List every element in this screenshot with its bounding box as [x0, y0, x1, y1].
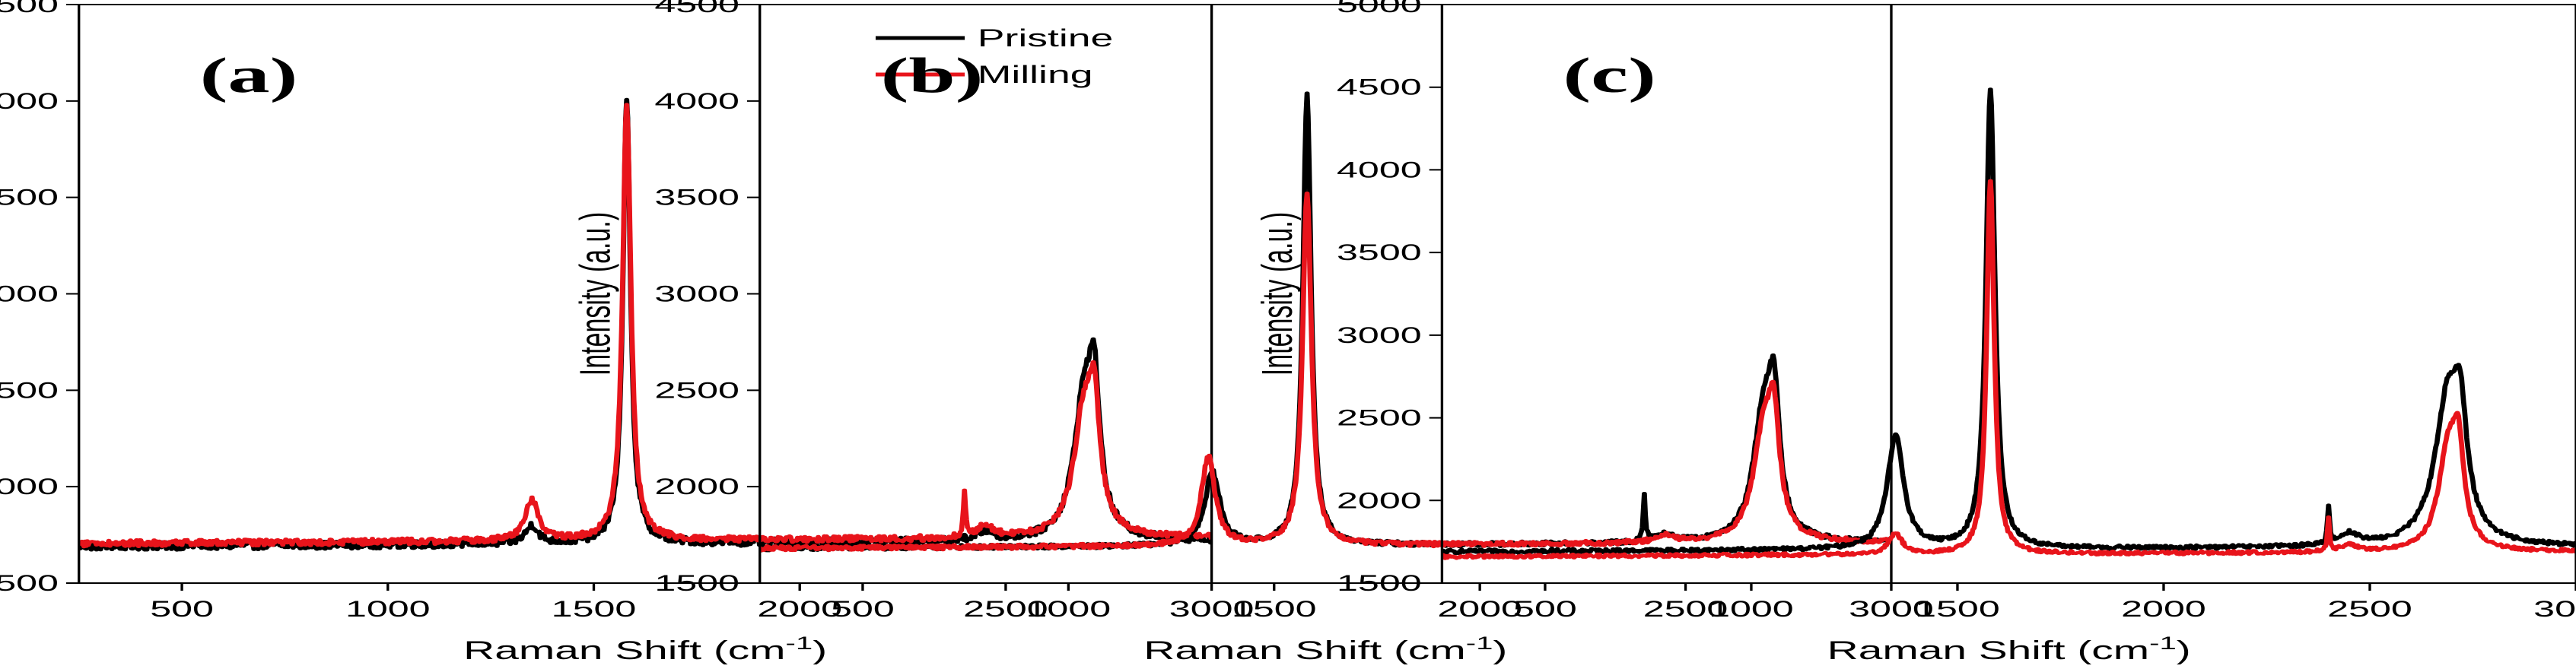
x-axis-title-sup: -1 [2149, 633, 2177, 654]
y-tick-label: 1500 [654, 570, 739, 595]
x-tick-label: 500 [150, 596, 214, 621]
panel-label: (a) [200, 47, 298, 103]
y-tick-label: 3000 [1337, 322, 1422, 347]
x-tick-label: 2000 [757, 596, 842, 621]
series-line-milling [759, 192, 1891, 553]
y-axis-title: Intensity (a.u.) [571, 212, 619, 376]
series-line-pristine [78, 97, 1212, 552]
x-axis-title: Raman Shift (cm-1) [463, 633, 827, 665]
y-tick-label: 5000 [1337, 0, 1422, 17]
x-axis-title-sup: -1 [786, 633, 813, 654]
y-tick-label: 2500 [0, 377, 59, 402]
y-tick-label: 3000 [0, 281, 59, 306]
y-tick-label: 3500 [1337, 239, 1422, 265]
x-tick-label: 1500 [1232, 596, 1317, 621]
y-tick-label: 1500 [1337, 570, 1422, 595]
y-tick-label: 3500 [0, 185, 59, 210]
x-axis-title-end: ) [813, 636, 827, 665]
y-tick-label: 3000 [654, 281, 739, 306]
series-line-milling [1442, 179, 2576, 560]
y-tick-label: 4000 [1337, 157, 1422, 182]
chart-panel-a: 500 1000 1500 2000 2500 3000 1500 2000 2500 3000 3… [0, 0, 1254, 664]
series-line-pristine [759, 91, 1891, 553]
y-tick-label: 1500 [0, 570, 59, 595]
x-tick-label: 2000 [2121, 596, 2206, 621]
y-tick-label: 4500 [1337, 75, 1422, 100]
x-axis-title-sup: -1 [1466, 633, 1493, 654]
series-line-pristine [1442, 87, 2576, 556]
y-tick-label: 2500 [654, 377, 739, 402]
x-tick-label: 2500 [963, 596, 1048, 621]
x-axis-title-main: Raman Shift (cm [463, 636, 785, 665]
y-tick-label: 4000 [0, 88, 59, 113]
x-tick-label: 1500 [552, 596, 637, 621]
y-axis-title: Intensity (a.u.) [1253, 212, 1301, 376]
chart-panel-b: 500 1000 1500 2000 2500 300015002000250030003… [571, 0, 1933, 664]
x-axis-title-end: ) [2177, 636, 2191, 665]
y-tick-label: 2000 [654, 474, 739, 499]
x-tick-label: 3000 [1169, 596, 1255, 621]
x-tick-label: 3000 [2533, 596, 2576, 621]
x-tick-label: 3000 [1849, 596, 1934, 621]
x-tick-label: 2000 [1437, 596, 1522, 621]
x-axis-title: Raman Shift (cm-1) [1143, 633, 1507, 665]
x-tick-label: 2500 [2327, 596, 2412, 621]
x-tick-label: 500 [831, 596, 895, 621]
x-tick-label: 1000 [1709, 596, 1794, 621]
series-line-milling [78, 103, 1212, 549]
y-tick-label: 4000 [654, 88, 739, 113]
chart-panel-c: 5001000150020002500300015002000250030003… [1253, 0, 2576, 664]
x-axis-title-main: Raman Shift (cm [1143, 636, 1465, 665]
y-tick-label: 2000 [1337, 487, 1422, 512]
y-tick-label: 2500 [1337, 405, 1422, 430]
legend-label-pristine: Pristine [978, 25, 1113, 52]
x-tick-label: 1000 [345, 596, 431, 621]
y-tick-label: 3500 [654, 185, 739, 210]
legend: Pristine Milling [875, 25, 1113, 89]
y-tick-label: 4500 [0, 0, 59, 17]
x-axis-title-main: Raman Shift (cm [1827, 636, 2149, 665]
legend-label-milling: Milling [978, 62, 1093, 89]
x-tick-label: 1000 [1026, 596, 1111, 621]
panel-label: (c) [1563, 47, 1656, 103]
y-tick-label: 2000 [0, 474, 59, 499]
x-tick-label: 2500 [1643, 596, 1728, 621]
x-tick-label: 500 [1513, 596, 1577, 621]
x-axis-title-end: ) [1493, 636, 1507, 665]
x-axis-title: Raman Shift (cm-1) [1827, 633, 2191, 665]
y-tick-label: 4500 [654, 0, 739, 17]
x-tick-label: 1500 [1915, 596, 2000, 621]
panel-label: (b) [881, 47, 984, 103]
